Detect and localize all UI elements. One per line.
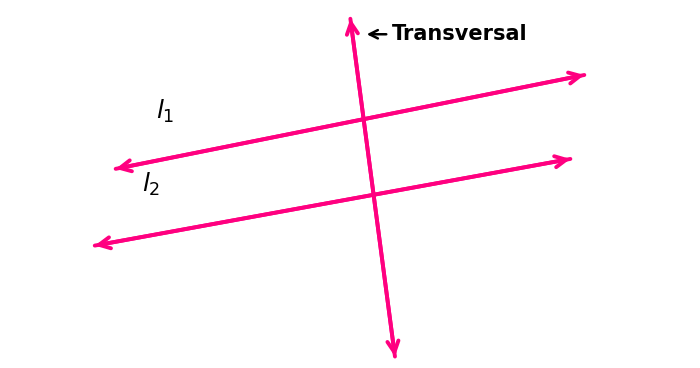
Text: Transversal: Transversal (370, 24, 528, 44)
Text: $l_2$: $l_2$ (142, 170, 160, 198)
Text: $l_1$: $l_1$ (156, 98, 174, 124)
